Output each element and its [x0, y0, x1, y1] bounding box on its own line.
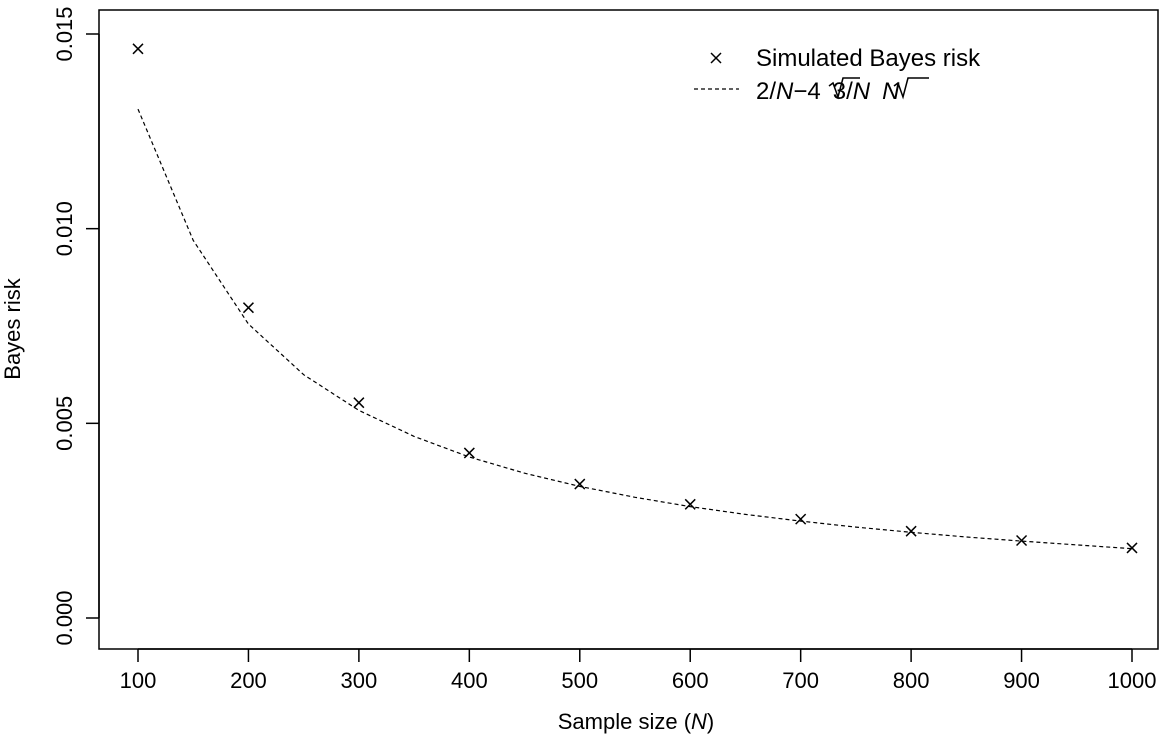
x-tick-label: 100 — [120, 668, 157, 693]
simulated-bayes-risk-point — [574, 478, 586, 490]
x-tick-label: 400 — [451, 668, 488, 693]
legend-label-simulated: Simulated Bayes risk — [756, 45, 981, 72]
simulated-bayes-risk-point — [1126, 542, 1138, 554]
simulated-bayes-risk-point — [684, 498, 696, 510]
point-stroke — [132, 43, 144, 55]
point-stroke — [353, 397, 365, 409]
simulated-bayes-risk-point — [795, 513, 807, 525]
x-tick-label: 500 — [561, 668, 598, 693]
x-axis: 100 200 300 400 500 600 700 800 900 1000 — [120, 648, 1157, 693]
y-tick-label: 0.010 — [52, 201, 77, 256]
x-axis-title-variable: N — [691, 709, 707, 734]
formula-part-N2: N — [853, 78, 871, 105]
y-tick-label: 0.015 — [52, 6, 77, 61]
x-tick-label: 1000 — [1108, 668, 1157, 693]
point-stroke — [1016, 534, 1028, 547]
point-stroke — [795, 513, 807, 525]
x-tick-label: 700 — [782, 668, 819, 693]
formula-part-1: 2/ — [756, 78, 776, 105]
x-tick-label: 300 — [341, 668, 378, 693]
x-tick-label: 600 — [672, 668, 709, 693]
point-stroke — [1126, 542, 1138, 554]
x-tick-label: 900 — [1003, 668, 1040, 693]
legend: Simulated Bayes risk 2/N−4 3/N N — [694, 45, 981, 105]
x-axis-title: Sample size (N) — [558, 709, 715, 734]
x-axis-title-text: Sample size ( — [558, 709, 692, 734]
simulated-bayes-risk-point — [242, 302, 254, 314]
simulated-bayes-risk-point — [353, 397, 365, 409]
simulated-bayes-risk-point — [905, 525, 917, 537]
x-tick-label: 200 — [230, 668, 267, 693]
y-axis: 0.000 0.005 0.010 0.015 — [52, 6, 100, 646]
bayes-risk-approximation-line — [137, 108, 1133, 550]
y-axis-title: Bayes risk — [0, 277, 25, 379]
simulated-bayes-risk-point — [1016, 534, 1028, 547]
point-stroke — [684, 498, 696, 510]
y-tick-label: 0.000 — [52, 590, 77, 645]
x-axis-title-suffix: ) — [707, 709, 714, 734]
y-tick-label: 0.005 — [52, 396, 77, 451]
simulated-bayes-risk-point — [463, 447, 475, 459]
legend-marker-x — [710, 52, 722, 64]
formula-part-slash: / — [846, 78, 853, 105]
point-stroke — [574, 478, 586, 490]
sqrt-symbol-2 — [893, 77, 929, 100]
point-stroke — [905, 525, 917, 537]
plot-area-border — [98, 9, 1159, 650]
sqrt-symbol-1 — [828, 77, 860, 100]
series-layer — [132, 43, 1138, 554]
formula-part-N1: N — [776, 78, 794, 105]
formula-part-minus4: −4 — [793, 78, 820, 105]
legend-label-formula: 2/N−4 3/N N — [756, 78, 900, 105]
x-tick-label: 800 — [893, 668, 930, 693]
formula-part-N3: N — [882, 78, 900, 105]
point-stroke — [242, 302, 254, 314]
simulated-bayes-risk-point — [132, 43, 144, 55]
